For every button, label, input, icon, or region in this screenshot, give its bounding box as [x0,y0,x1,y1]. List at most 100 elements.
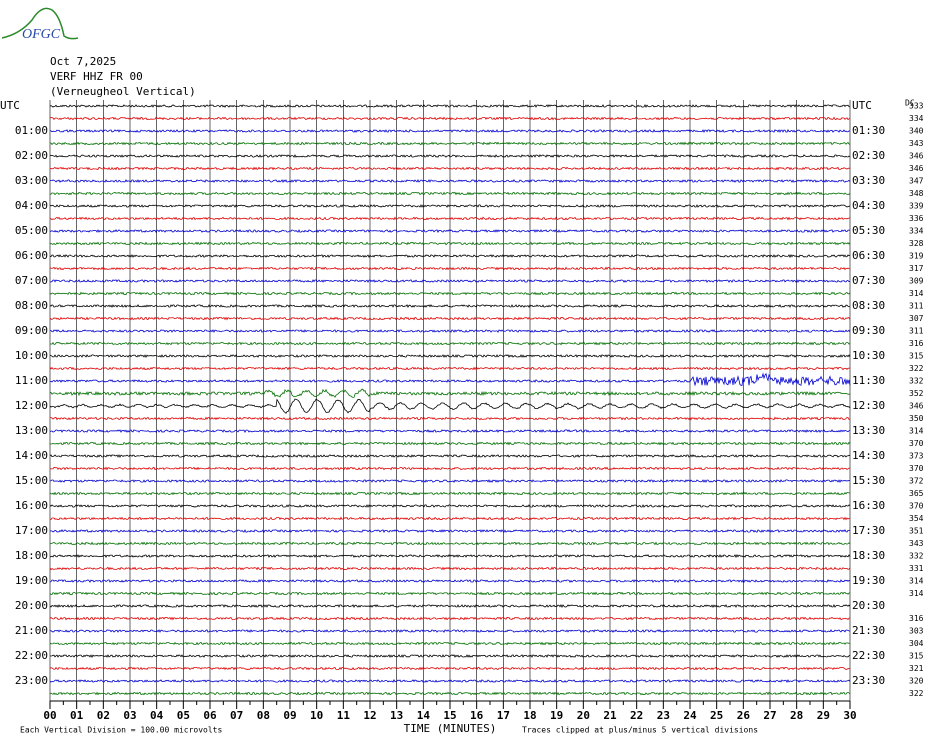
dc-offset: 339 [909,202,924,211]
scale-note: Each Vertical Division = 100.00 microvol… [20,726,222,735]
trace [49,191,851,196]
left-time-label: 13:00 [15,424,48,437]
x-tick-label: 28 [790,709,803,722]
trace [50,416,851,421]
trace [49,366,851,371]
left-time-label: 21:00 [15,624,48,637]
dc-offset: 304 [909,639,924,648]
trace [49,103,851,108]
dc-offset: 314 [909,577,924,586]
dc-offset: 311 [909,302,924,311]
trace [49,178,851,184]
right-time-label: 01:30 [852,124,885,137]
x-tick-label: 19 [550,709,563,722]
dc-offset: 315 [909,652,924,661]
left-time-label: 09:00 [15,324,48,337]
trace [49,579,851,584]
left-time-label: 03:00 [15,174,48,187]
x-tick-label: 04 [150,709,164,722]
x-tick-label: 26 [737,709,751,722]
dc-offset: 328 [909,239,924,248]
right-time-label: 05:30 [852,224,885,237]
x-tick-label: 25 [710,709,723,722]
right-time-label: 15:30 [852,474,885,487]
right-time-label: 03:30 [852,174,885,187]
x-tick-label: 06 [203,709,217,722]
trace [49,216,851,221]
dc-offset: 365 [909,489,924,498]
right-time-label: 02:30 [852,149,885,162]
trace [49,691,851,696]
dc-offset: 340 [909,127,924,136]
left-time-label: 15:00 [15,474,48,487]
left-time-label: 05:00 [15,224,48,237]
dc-offset: 352 [909,389,924,398]
trace [49,316,851,321]
right-time-label: 13:30 [852,424,885,437]
trace [49,504,851,508]
x-tick-label: 03 [123,709,136,722]
trace [49,516,851,521]
trace [50,329,851,333]
trace [49,116,851,121]
x-tick-label: 12 [363,709,376,722]
left-time-label: 10:00 [15,349,48,362]
logo: OFGC [22,27,61,42]
left-time-label: 08:00 [15,299,48,312]
dc-offset: 320 [909,677,924,686]
x-tick-label: 29 [817,709,830,722]
trace [49,466,850,471]
right-time-label: 17:30 [852,524,885,537]
x-tick-label: 24 [683,709,697,722]
left-time-label: 11:00 [15,374,48,387]
x-tick-label: 15 [443,709,456,722]
dc-offset: 351 [909,527,924,536]
right-time-label: 10:30 [852,349,885,362]
left-time-label: 01:00 [15,124,48,137]
left-time-label: 16:00 [15,499,48,512]
x-tick-label: 27 [763,709,776,722]
trace [49,372,851,387]
trace [49,354,851,358]
dc-offset: 315 [909,352,924,361]
right-time-label: 22:30 [852,649,885,662]
x-axis-label: TIME (MINUTES) [404,722,497,735]
x-tick-label: 20 [577,709,590,722]
dc-offset: 354 [909,514,924,523]
dc-offset: 346 [909,402,924,411]
trace [49,641,851,646]
left-time-label: 18:00 [15,549,48,562]
dc-offset: 332 [909,377,924,386]
clip-note: Traces clipped at plus/minus 5 vertical … [522,726,758,735]
right-time-label: 14:30 [852,449,885,462]
x-tick-label: 05 [177,709,190,722]
left-time-label: 06:00 [15,249,48,262]
right-time-label: 12:30 [852,399,885,412]
dc-offset: 314 [909,427,924,436]
trace [49,566,851,571]
trace [49,166,851,171]
trace [49,666,851,671]
trace [49,341,851,346]
left-time-label: 12:00 [15,399,48,412]
right-time-label: 19:30 [852,574,885,587]
trace [49,241,851,246]
x-tick-label: 13 [390,709,403,722]
station: VERF HHZ FR 00 [50,70,143,83]
dc-offset: 322 [909,689,924,698]
right-time-label: 11:30 [852,374,885,387]
trace [49,479,851,483]
x-tick-label: 00 [43,709,56,722]
x-tick-label: 14 [417,709,431,722]
dc-offset: 333 [909,102,924,111]
x-tick-label: 22 [630,709,643,722]
dc-offset: 316 [909,339,924,348]
dc-offset: 346 [909,164,924,173]
date: Oct 7,2025 [50,55,116,68]
trace [50,554,851,559]
right-time-label: 08:30 [852,299,885,312]
left-time-label: 07:00 [15,274,48,287]
trace [49,616,851,621]
trace [49,591,851,596]
